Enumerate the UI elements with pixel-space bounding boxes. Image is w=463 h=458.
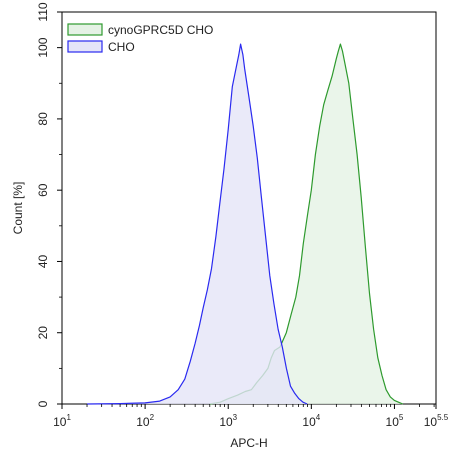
legend-swatch-cynogprc5d-cho [67, 23, 103, 36]
x-tick-label: 103 [219, 413, 237, 429]
x-tick-label: 105.5 [424, 413, 449, 429]
legend-swatch-cho [67, 40, 103, 53]
y-axis-title: Count [%] [11, 182, 25, 235]
x-tick-label: 102 [136, 413, 154, 429]
x-tick-exponent: 2 [150, 413, 155, 422]
x-tick-base: 10 [302, 415, 316, 429]
y-tick-label: 0 [36, 400, 50, 407]
x-tick-exponent: 4 [316, 413, 321, 422]
x-tick-label: 101 [53, 413, 71, 429]
y-axis-ticks: 0 20 40 60 80 100 110 [36, 2, 62, 407]
series-line-cho [86, 43, 308, 405]
y-tick-label: 20 [36, 326, 50, 340]
legend-label-cynogprc5d-cho: cynoGPRC5D CHO [108, 23, 213, 37]
x-tick-exponent: 1 [66, 413, 71, 422]
series-group [86, 43, 404, 405]
x-tick-exponent: 5.5 [437, 413, 449, 422]
y-tick-label: 100 [36, 37, 50, 57]
series-area-cho [87, 44, 308, 404]
x-tick-base: 10 [386, 415, 400, 429]
y-tick-label: 80 [36, 112, 50, 126]
x-axis-ticks: 101 102 103 104 105 105.5 [53, 404, 449, 429]
x-tick-base: 10 [53, 415, 67, 429]
y-tick-label: 40 [36, 254, 50, 268]
x-axis-title: APC-H [230, 436, 267, 450]
x-tick-base: 10 [136, 415, 150, 429]
x-tick-base: 10 [219, 415, 233, 429]
legend: cynoGPRC5D CHO CHO [67, 23, 213, 54]
x-tick-label: 104 [302, 413, 320, 429]
x-tick-base: 10 [424, 415, 438, 429]
legend-label-cho: CHO [108, 40, 135, 54]
x-tick-exponent: 3 [233, 413, 238, 422]
x-tick-exponent: 5 [399, 413, 404, 422]
y-tick-label: 110 [36, 2, 50, 21]
x-tick-label: 105 [386, 413, 404, 429]
y-tick-label: 60 [36, 183, 50, 197]
